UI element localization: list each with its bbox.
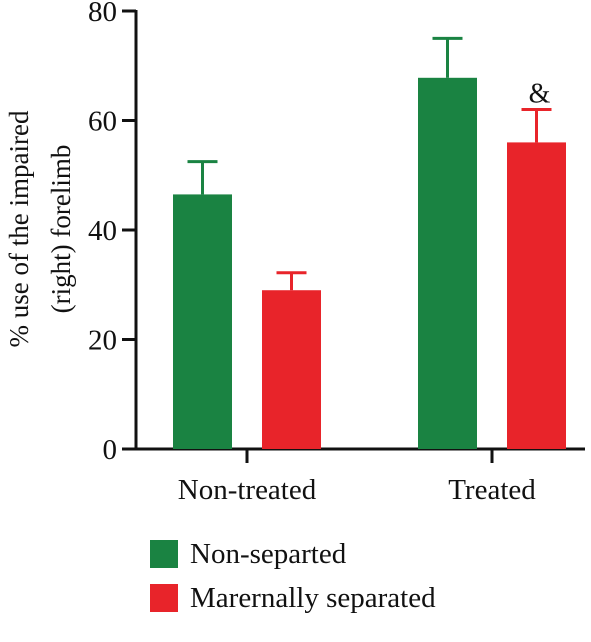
bar bbox=[418, 77, 477, 450]
bar bbox=[262, 290, 321, 449]
x-tick-label: Treated bbox=[448, 474, 536, 506]
axes: 0 20 40 60 80 Non-treated Treated bbox=[88, 0, 585, 506]
legend-item-maternally-separated: Marernally separated bbox=[150, 576, 436, 620]
legend-swatch-non-separated bbox=[150, 540, 178, 568]
bars bbox=[173, 77, 566, 450]
error-bars: & bbox=[187, 36, 552, 291]
x-tick-label: Non-treated bbox=[178, 474, 317, 506]
y-axis-label-line-2: (right) forelimb bbox=[46, 145, 76, 314]
legend-label-maternally-separated: Marernally separated bbox=[190, 581, 436, 614]
y-tick-label: 60 bbox=[88, 106, 117, 138]
legend: Non-separted Marernally separated bbox=[150, 532, 436, 620]
legend-label-non-separated: Non-separted bbox=[190, 537, 347, 570]
legend-swatch-maternally-separated bbox=[150, 584, 178, 612]
y-tick-label: 40 bbox=[88, 215, 117, 247]
bar bbox=[173, 194, 232, 449]
legend-item-non-separated: Non-separted bbox=[150, 532, 436, 576]
significance-annotation: & bbox=[529, 79, 551, 110]
y-axis-label-line-1: % use of the impaired bbox=[4, 110, 34, 347]
bar bbox=[507, 142, 566, 449]
y-tick-label: 0 bbox=[103, 434, 118, 466]
y-tick-label: 20 bbox=[88, 325, 117, 357]
y-tick-label: 80 bbox=[88, 0, 117, 28]
